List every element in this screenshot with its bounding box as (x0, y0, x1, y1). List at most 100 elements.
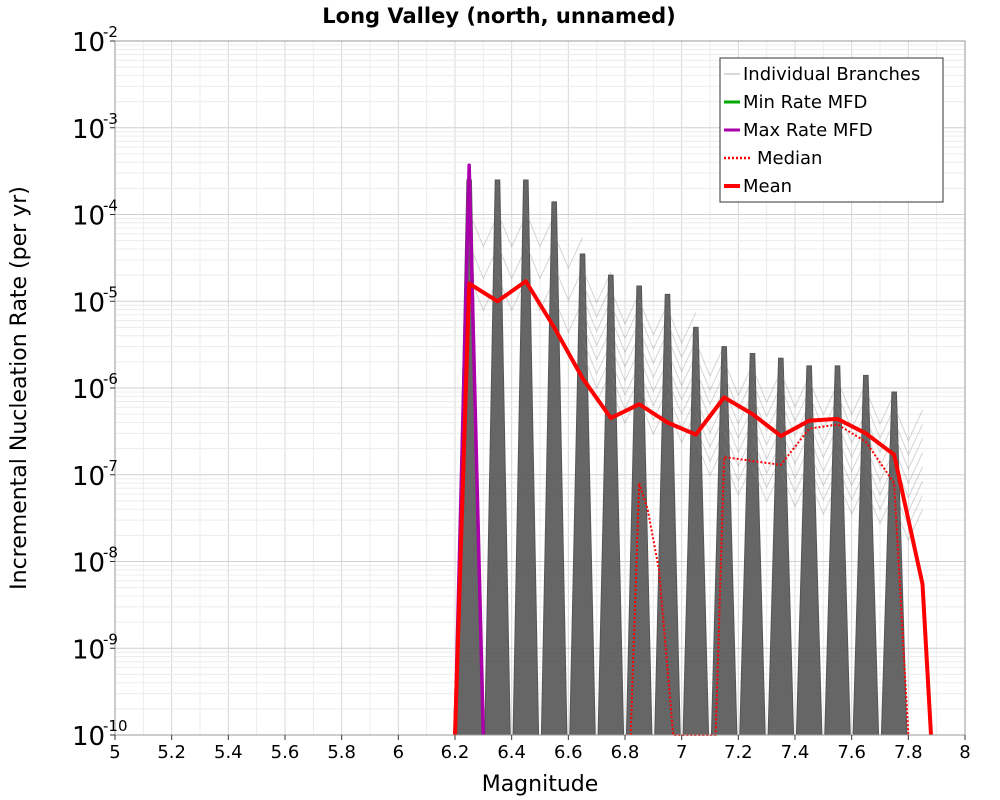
y-tick-label: 10 (72, 635, 105, 665)
branch-line (667, 336, 697, 373)
branch-line (525, 243, 555, 280)
x-tick-label: 6 (393, 742, 404, 763)
y-tick-label: 10 (72, 462, 105, 492)
branch-line (667, 365, 697, 402)
x-tick-label: 5.2 (157, 742, 186, 763)
branch-line (582, 282, 612, 319)
branch-line (582, 339, 612, 376)
x-tick-label: 5.6 (271, 742, 300, 763)
y-tick-exponent: -5 (103, 283, 118, 301)
branch-line (752, 395, 782, 432)
branch-line (582, 310, 612, 347)
y-tick-label: 10 (72, 288, 105, 318)
branch-line (695, 355, 725, 392)
branch-line (610, 345, 640, 382)
x-axis-ticks: 5 5.2 5.4 5.6 5.8 6 6.2 6.4 6.6 6.8 7 7.2 7.4 7.6 7.8 8 (109, 735, 971, 763)
branch-line (667, 322, 697, 359)
y-tick-exponent: -10 (103, 717, 128, 735)
x-tick-label: 7.4 (781, 742, 810, 763)
branch-line (610, 289, 640, 326)
branch-line (553, 233, 583, 270)
branch-spike (512, 179, 540, 736)
legend-label: Mean (743, 176, 792, 197)
branch-line (865, 389, 895, 426)
branch-line (638, 328, 668, 365)
branch-line (695, 398, 725, 435)
branch-line (638, 299, 668, 336)
branch-line (780, 414, 810, 451)
branch-line (638, 342, 668, 379)
legend-label: Individual Branches (743, 64, 920, 85)
branch-line (695, 369, 725, 406)
branch-line (837, 394, 867, 431)
series-line-median (629, 423, 910, 736)
series-lines (453, 163, 933, 736)
branch-line (808, 379, 838, 416)
branch-line (667, 379, 697, 416)
y-tick-label: 10 (72, 202, 105, 232)
legend-box (719, 57, 944, 203)
branch-line (893, 505, 923, 542)
branch-line (893, 434, 923, 471)
branch-line (893, 448, 923, 485)
branch-line (780, 372, 810, 409)
x-tick-label: 8 (959, 742, 970, 763)
branch-line (610, 331, 640, 368)
x-tick-label: 6.2 (441, 742, 470, 763)
branch-line (865, 403, 895, 440)
branch-line (723, 374, 753, 411)
y-tick-exponent: -6 (103, 370, 118, 388)
branch-line (525, 211, 555, 248)
x-tick-label: 7.2 (724, 742, 753, 763)
branch-line (497, 243, 527, 280)
y-tick-exponent: -9 (103, 630, 118, 648)
y-tick-exponent: -7 (103, 457, 118, 475)
branch-spike (767, 357, 795, 736)
branch-line (638, 356, 668, 393)
y-tick-exponent: -3 (103, 110, 118, 128)
branch-line (610, 317, 640, 354)
y-tick-exponent: -4 (103, 197, 118, 215)
branch-spike (597, 274, 625, 736)
branch-line (723, 360, 753, 397)
y-tick-label: 10 (72, 28, 105, 58)
branch-line (468, 211, 498, 248)
branch-line (808, 394, 838, 431)
branch-line (610, 303, 640, 340)
branch-line (582, 296, 612, 333)
x-tick-label: 6.8 (611, 742, 640, 763)
chart-title: Long Valley (north, unnamed) (322, 4, 675, 28)
y-tick-label: 10 (72, 722, 105, 752)
legend-label: Max Rate MFD (743, 120, 873, 141)
y-axis-label: Incremental Nucleation Rate (per yr) (7, 186, 32, 590)
x-tick-label: 6.6 (554, 742, 583, 763)
branch-line (893, 420, 923, 457)
branch-line (865, 431, 895, 468)
legend: Individual Branches Min Rate MFD Max Rate … (719, 57, 944, 203)
x-tick-label: 7 (676, 742, 687, 763)
branch-line (582, 324, 612, 361)
series-line-mean (453, 279, 933, 736)
branch-line (497, 211, 527, 248)
branch-line (837, 422, 867, 459)
x-tick-label: 7.8 (894, 742, 923, 763)
x-axis-label: Magnitude (482, 772, 599, 797)
branch-line (780, 386, 810, 423)
x-tick-label: 5.4 (214, 742, 243, 763)
branch-line (667, 308, 697, 345)
y-tick-exponent: -8 (103, 544, 118, 562)
branch-line (865, 417, 895, 454)
branch-line (752, 381, 782, 418)
branch-spike (484, 179, 511, 736)
branch-line (638, 314, 668, 351)
branch-line (695, 341, 725, 378)
branch-line (553, 265, 583, 302)
branch-line (752, 367, 782, 404)
branch-line (752, 410, 782, 447)
branch-line (667, 350, 697, 387)
branch-line (780, 400, 810, 437)
branch-line (553, 297, 583, 334)
legend-label: Median (757, 148, 822, 169)
branch-line (893, 405, 923, 442)
